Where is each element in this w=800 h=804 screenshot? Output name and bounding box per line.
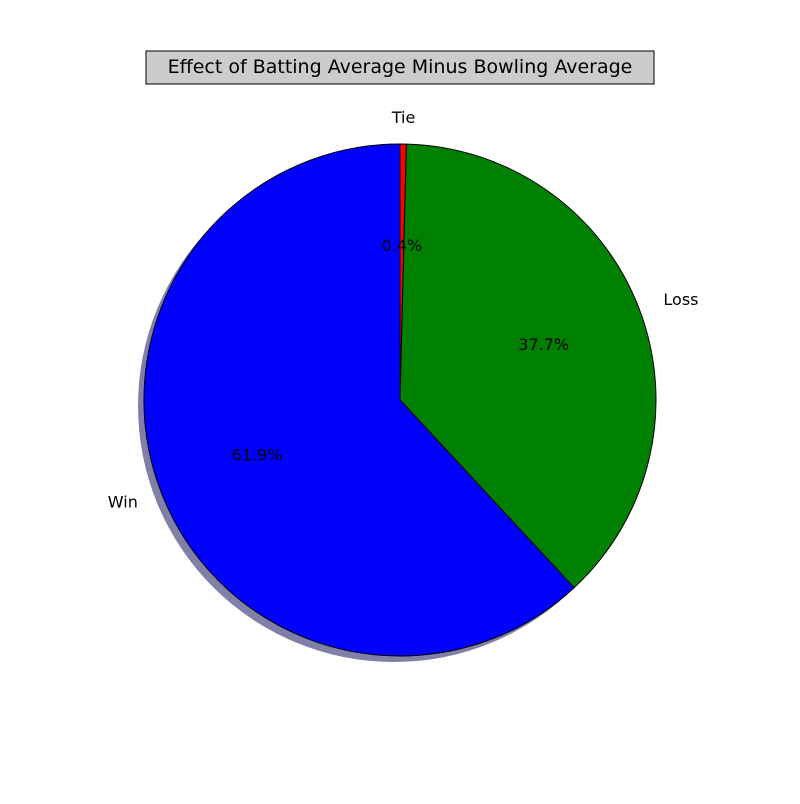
pie-slices [143,143,657,657]
slice-percent-tie: 0.4% [382,236,423,255]
chart-title-box [145,50,655,85]
pie-slice-loss [399,143,657,589]
slice-percent-win: 61.9% [232,446,283,465]
chart-title: Effect of Batting Average Minus Bowling … [168,56,633,78]
slice-label-tie: Tie [391,108,416,127]
slice-label-win: Win [108,492,138,511]
slice-percent-loss: 37.7% [518,335,569,354]
pie-slice-win [143,143,575,657]
slice-percent-labels: 0.4% 37.7% 61.9% [232,236,570,465]
slice-labels: Tie Loss Win [108,108,699,511]
chart-title-group: Effect of Batting Average Minus Bowling … [145,50,655,85]
slice-label-loss: Loss [663,290,698,309]
